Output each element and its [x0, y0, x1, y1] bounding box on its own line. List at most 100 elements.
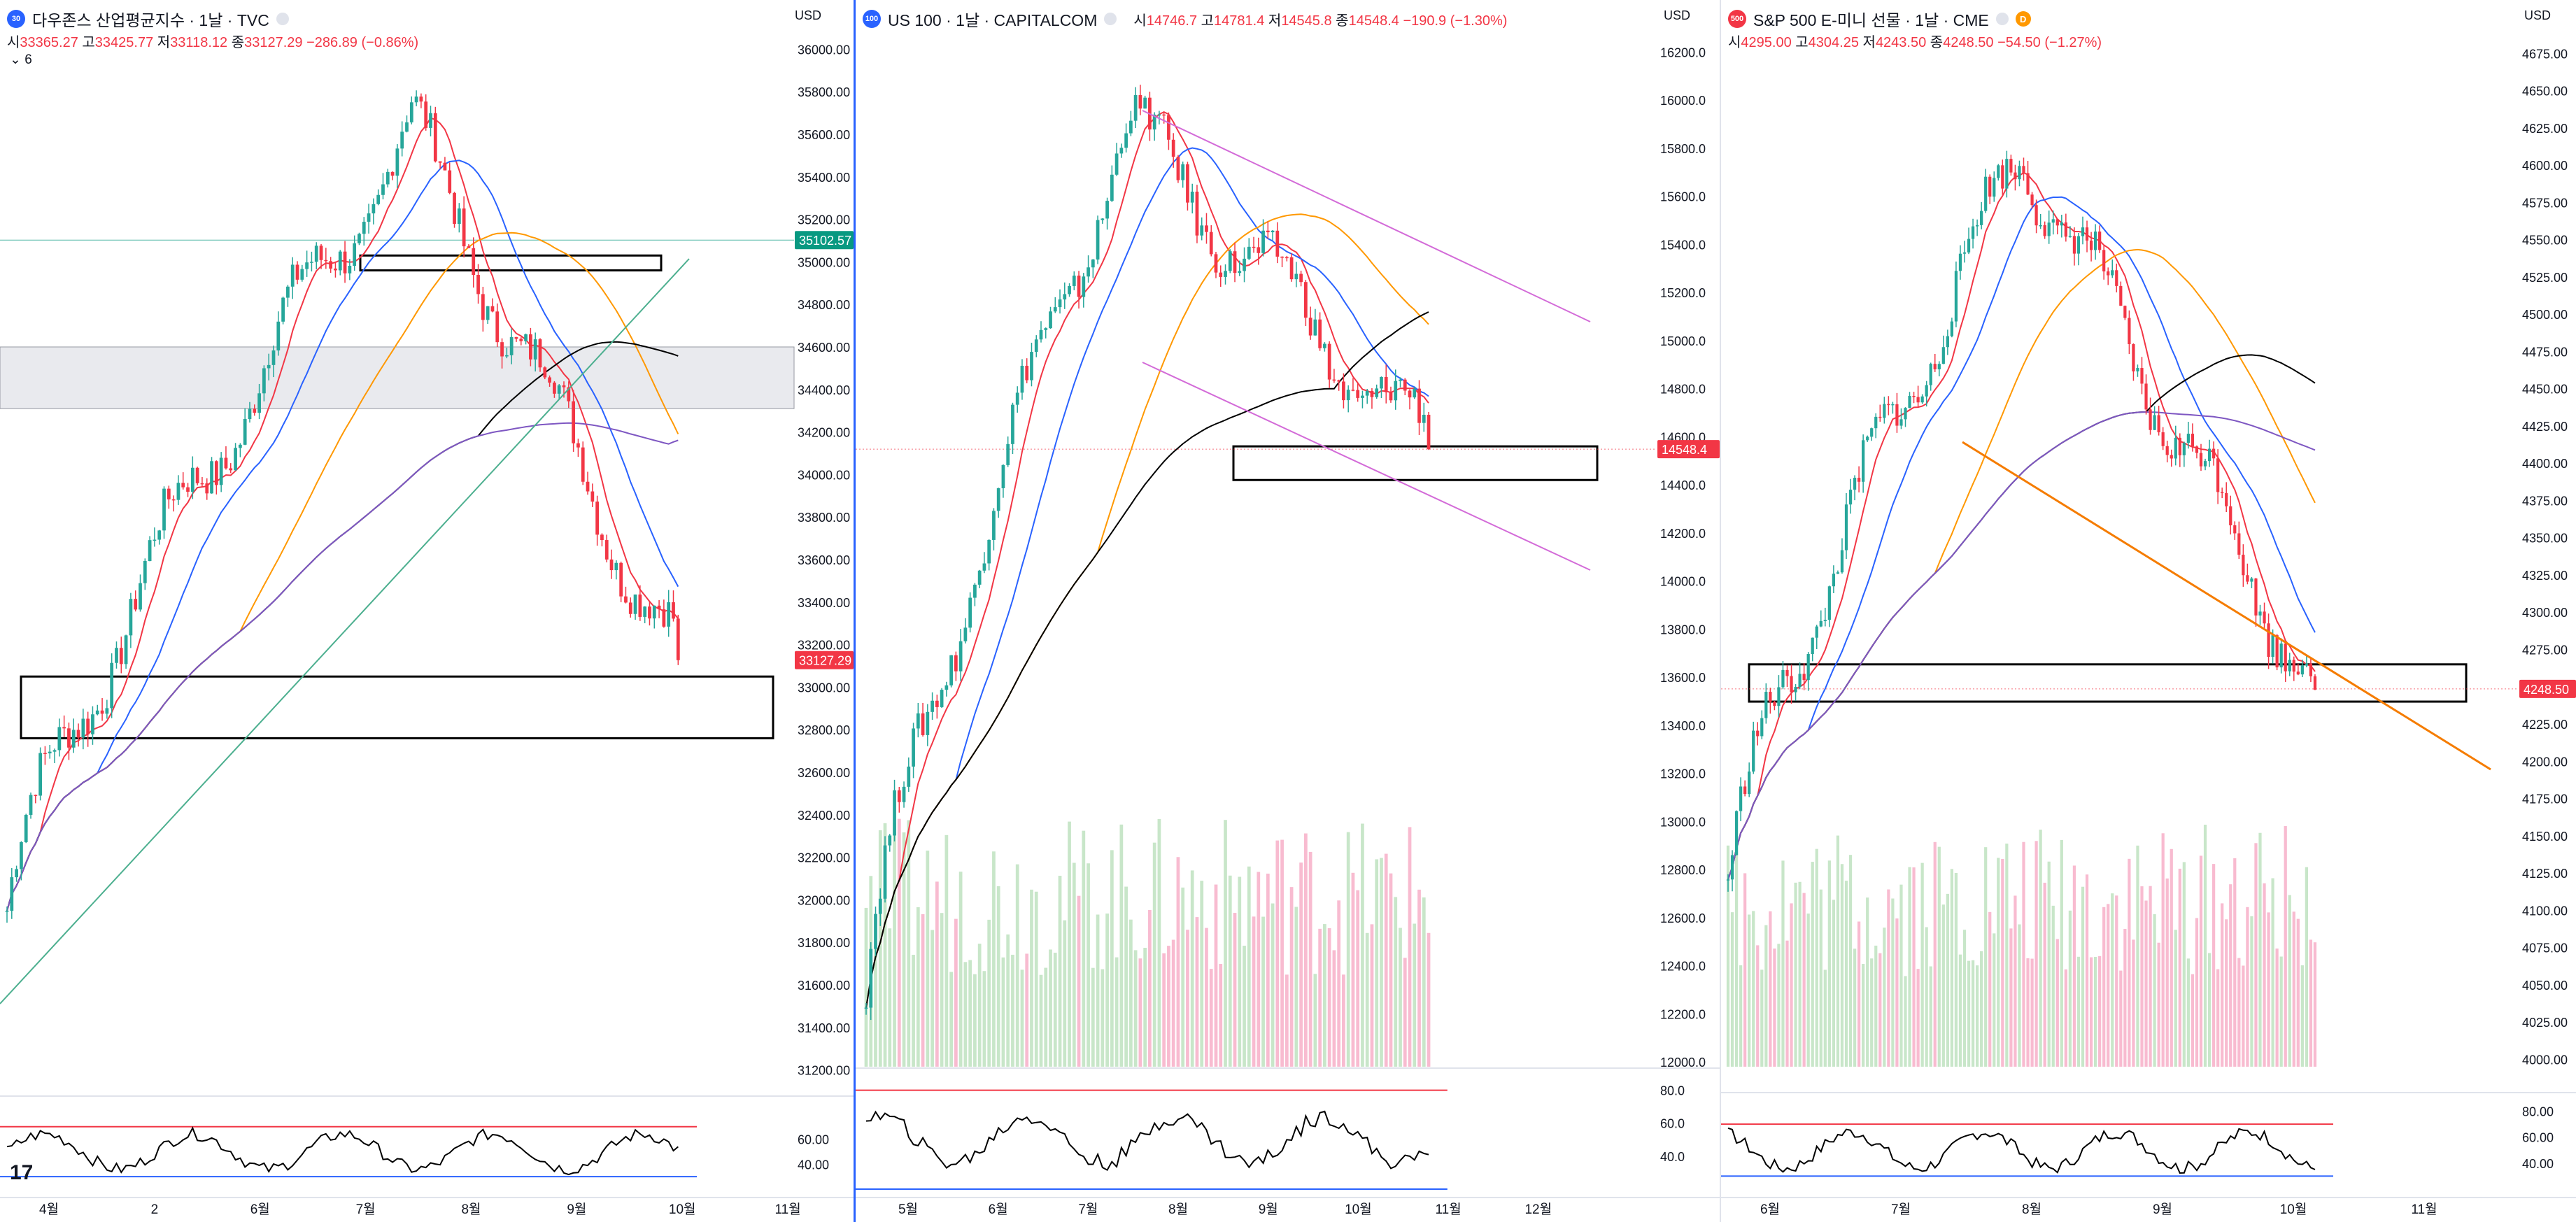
- candle-body: [1176, 157, 1180, 180]
- candle-body: [2055, 219, 2059, 226]
- x-tick-label: 4월: [39, 1202, 59, 1217]
- candle-body: [1261, 230, 1265, 253]
- volume-bar: [1836, 835, 1840, 1067]
- candle-body: [181, 483, 185, 488]
- candle-body: [71, 730, 76, 748]
- volume-bar: [2115, 895, 2118, 1067]
- volume-bar: [2216, 969, 2220, 1067]
- chart-pane-es[interactable]: 4675.00 4650.00 4625.00 4600.00 4575.00 4550.…: [1721, 0, 2576, 1222]
- symbol-title[interactable]: 다우존스 산업평균지수 · 1날 · TVC: [32, 11, 269, 29]
- volume-bar: [1962, 930, 1967, 1067]
- volume-bar: [1899, 884, 1903, 1067]
- volume-bar: [2165, 878, 2169, 1067]
- chart-svg-dow[interactable]: 36000.00 35800.00 35600.00 35400.00 35200.00…: [0, 0, 854, 1222]
- volume-bar: [2250, 916, 2253, 1067]
- volume-bar: [1730, 912, 1734, 1067]
- x-tick-label: 9월: [1259, 1202, 1278, 1217]
- chart-svg-es[interactable]: 4675.00 4650.00 4625.00 4600.00 4575.00 4550.…: [1721, 0, 2576, 1222]
- chart-pane-us100[interactable]: 16200.0 16000.0 15800.0 15600.0 15400.0 15200…: [856, 0, 1720, 1222]
- volume-bar: [2258, 832, 2262, 1067]
- volume-bar: [2064, 969, 2067, 1067]
- candle-body: [667, 602, 671, 627]
- symbol-header[interactable]: 100 US 100 · 1날 · CAPITALCOM 시14746.7 고1…: [863, 7, 1507, 31]
- rsi-tick-label: 40.00: [2522, 1157, 2554, 1171]
- volume-bar: [1840, 864, 1844, 1067]
- candle-body: [2085, 227, 2089, 241]
- candle-body: [390, 171, 395, 176]
- volume-bar: [1769, 911, 1772, 1067]
- candle-body: [581, 447, 585, 482]
- y-tick-label: 32600.00: [798, 766, 850, 780]
- volume-bar: [2186, 958, 2191, 1067]
- volume-bar: [944, 834, 949, 1067]
- candle-body: [1082, 276, 1086, 297]
- y-tick-label: 13800.0: [1660, 623, 1706, 637]
- volume-bar: [1422, 897, 1426, 1067]
- symbol-title[interactable]: US 100 · 1날 · CAPITALCOM: [888, 11, 1098, 29]
- candle-body: [2305, 663, 2309, 666]
- volume-bar: [2246, 907, 2249, 1067]
- candle-body: [1962, 252, 1967, 254]
- volume-bar: [1399, 928, 1402, 1067]
- candle-body: [921, 713, 925, 735]
- candle-body: [1853, 478, 1857, 490]
- delayed-badge[interactable]: D: [2015, 11, 2031, 27]
- volume-bar: [1337, 900, 1341, 1067]
- candle-body: [1941, 347, 1945, 364]
- candle-body: [1200, 225, 1204, 236]
- candle-body: [467, 246, 471, 248]
- volume-bar: [1798, 881, 1802, 1067]
- candle-body: [1925, 385, 1928, 397]
- volume-bar: [912, 954, 915, 1067]
- x-tick-label: 10월: [1345, 1202, 1372, 1217]
- candle-body: [286, 286, 290, 298]
- volume-bar: [1214, 884, 1218, 1067]
- volume-bar: [893, 823, 896, 1067]
- volume-bar: [2132, 939, 2135, 1067]
- candle-body: [367, 213, 371, 222]
- candle-body: [888, 835, 892, 846]
- candle-body: [1806, 653, 1810, 681]
- volume-bar: [1857, 921, 1861, 1067]
- chart-pane-dow[interactable]: 36000.00 35800.00 35600.00 35400.00 35200.00…: [0, 0, 854, 1222]
- volume-bar: [977, 944, 982, 1067]
- symbol-title[interactable]: S&P 500 E-미니 선물 · 1날 · CME: [1753, 11, 1989, 29]
- symbol-header[interactable]: 500 S&P 500 E-미니 선물 · 1날 · CME D: [1728, 7, 2031, 31]
- volume-bar: [1119, 824, 1124, 1067]
- candle-body: [1157, 114, 1161, 116]
- currency-label[interactable]: USD: [795, 8, 822, 22]
- pane-divider[interactable]: [854, 0, 856, 1222]
- y-tick-label: 31800.00: [798, 936, 850, 950]
- volume-bar: [2123, 928, 2127, 1067]
- symbol-header[interactable]: 30 다우존스 산업평균지수 · 1날 · TVC: [7, 7, 289, 31]
- volume-bar: [1790, 903, 1793, 1067]
- y-tick-label: 35600.00: [798, 128, 850, 142]
- x-tick-label: 6월: [1760, 1202, 1780, 1217]
- indicator-toggle[interactable]: ⌄ 6: [10, 52, 32, 67]
- candle-body: [2258, 611, 2262, 616]
- candle-body: [1327, 343, 1331, 380]
- chart-svg-us100[interactable]: 16200.0 16000.0 15800.0 15600.0 15400.0 15200…: [856, 0, 1720, 1222]
- y-tick-label: 4450.00: [2522, 383, 2568, 397]
- candle-body: [334, 268, 337, 271]
- volume-bar: [1346, 832, 1350, 1067]
- candle-body: [1380, 376, 1383, 389]
- y-tick-label: 12400.0: [1660, 960, 1706, 974]
- volume-bar: [2018, 924, 2021, 1067]
- pane-divider[interactable]: [1720, 0, 1721, 1222]
- currency-label[interactable]: USD: [2524, 8, 2552, 22]
- volume-bar: [2225, 919, 2228, 1067]
- candle-body: [162, 488, 166, 531]
- candle-body: [963, 627, 968, 641]
- x-tick-label: 11월: [1436, 1202, 1462, 1217]
- candle-body: [2233, 525, 2237, 534]
- candle-body: [1238, 271, 1242, 273]
- y-tick-label: 34400.00: [798, 383, 850, 397]
- candle-body: [1219, 272, 1223, 277]
- rsi-tick-label: 40.0: [1660, 1150, 1685, 1164]
- y-tick-label: 16000.0: [1660, 94, 1706, 108]
- candle-body: [1734, 811, 1739, 855]
- currency-label[interactable]: USD: [1664, 8, 1691, 22]
- volume-bar: [1427, 932, 1431, 1067]
- volume-bar: [2014, 895, 2017, 1067]
